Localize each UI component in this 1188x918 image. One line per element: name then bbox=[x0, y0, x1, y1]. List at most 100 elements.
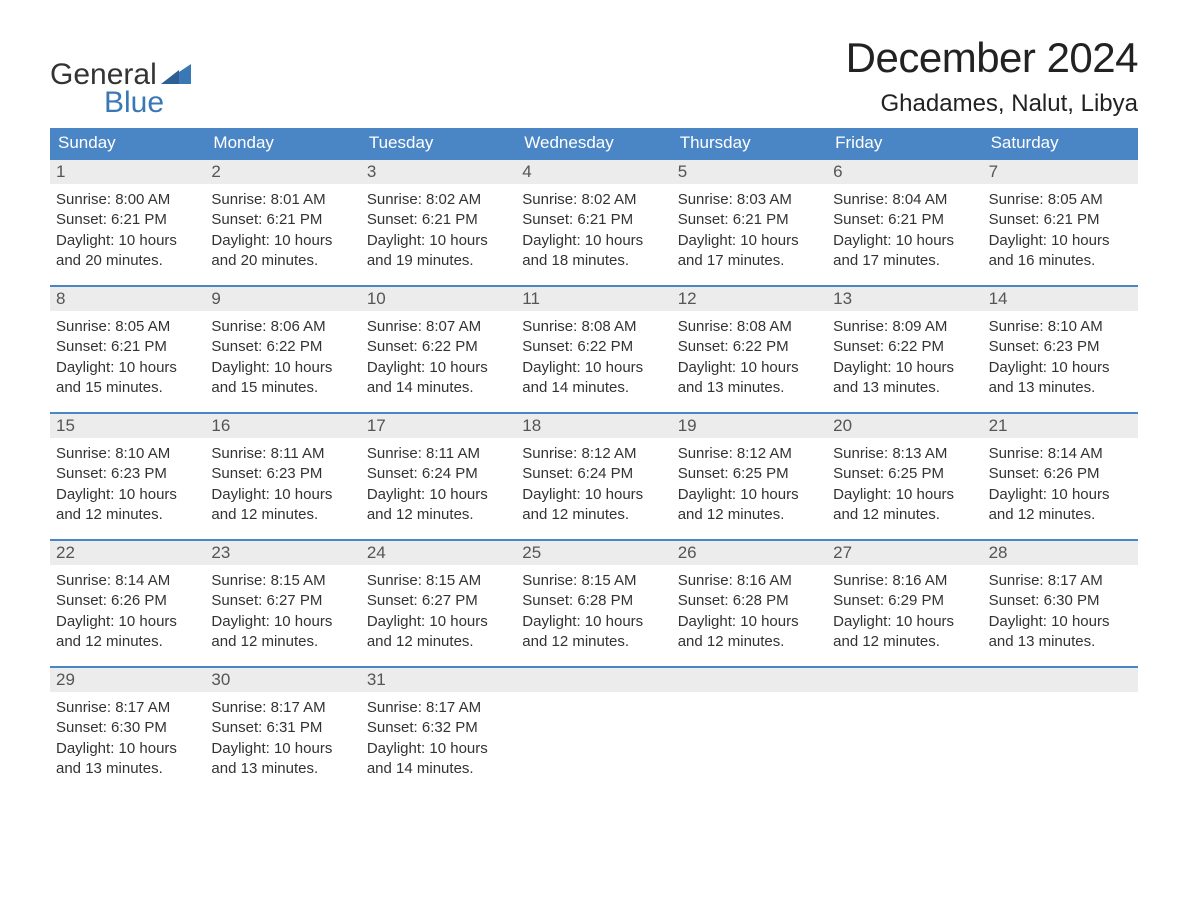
day-number: 7 bbox=[983, 160, 1138, 184]
brand-logo: General Blue bbox=[50, 58, 191, 120]
sunset-text: Sunset: 6:28 PM bbox=[522, 591, 665, 611]
day-number: 17 bbox=[361, 414, 516, 438]
sunrise-text: Sunrise: 8:01 AM bbox=[211, 190, 354, 210]
sunset-text: Sunset: 6:23 PM bbox=[56, 464, 199, 484]
day-number: 20 bbox=[827, 414, 982, 438]
sunset-text: Sunset: 6:23 PM bbox=[211, 464, 354, 484]
weekday-header: Saturday bbox=[983, 128, 1138, 158]
day-number: 18 bbox=[516, 414, 671, 438]
weekday-header: Monday bbox=[205, 128, 360, 158]
day-number: 31 bbox=[361, 668, 516, 692]
location-text: Ghadames, Nalut, Libya bbox=[846, 90, 1138, 118]
day-cell: Sunrise: 8:00 AMSunset: 6:21 PMDaylight:… bbox=[50, 184, 205, 271]
sunrise-text: Sunrise: 8:10 AM bbox=[989, 317, 1132, 337]
day-cell: Sunrise: 8:15 AMSunset: 6:28 PMDaylight:… bbox=[516, 565, 671, 652]
day-cell: Sunrise: 8:08 AMSunset: 6:22 PMDaylight:… bbox=[672, 311, 827, 398]
sunset-text: Sunset: 6:27 PM bbox=[367, 591, 510, 611]
sunrise-text: Sunrise: 8:08 AM bbox=[522, 317, 665, 337]
daylight-text: Daylight: 10 hours and 16 minutes. bbox=[989, 231, 1132, 272]
sunrise-text: Sunrise: 8:14 AM bbox=[989, 444, 1132, 464]
sunrise-text: Sunrise: 8:15 AM bbox=[211, 571, 354, 591]
sunset-text: Sunset: 6:28 PM bbox=[678, 591, 821, 611]
daylight-text: Daylight: 10 hours and 12 minutes. bbox=[678, 485, 821, 526]
sunrise-text: Sunrise: 8:10 AM bbox=[56, 444, 199, 464]
day-number: 26 bbox=[672, 541, 827, 565]
weekday-header-row: Sunday Monday Tuesday Wednesday Thursday… bbox=[50, 128, 1138, 158]
sunrise-text: Sunrise: 8:17 AM bbox=[367, 698, 510, 718]
day-number: 9 bbox=[205, 287, 360, 311]
sunset-text: Sunset: 6:27 PM bbox=[211, 591, 354, 611]
day-cell: Sunrise: 8:16 AMSunset: 6:29 PMDaylight:… bbox=[827, 565, 982, 652]
day-cell: Sunrise: 8:05 AMSunset: 6:21 PMDaylight:… bbox=[50, 311, 205, 398]
sunset-text: Sunset: 6:21 PM bbox=[522, 210, 665, 230]
sunrise-text: Sunrise: 8:17 AM bbox=[989, 571, 1132, 591]
sunset-text: Sunset: 6:21 PM bbox=[678, 210, 821, 230]
day-cell: Sunrise: 8:03 AMSunset: 6:21 PMDaylight:… bbox=[672, 184, 827, 271]
daylight-text: Daylight: 10 hours and 18 minutes. bbox=[522, 231, 665, 272]
daylight-text: Daylight: 10 hours and 13 minutes. bbox=[56, 739, 199, 780]
day-cell: Sunrise: 8:08 AMSunset: 6:22 PMDaylight:… bbox=[516, 311, 671, 398]
day-number: 3 bbox=[361, 160, 516, 184]
weekday-header: Friday bbox=[827, 128, 982, 158]
sunset-text: Sunset: 6:32 PM bbox=[367, 718, 510, 738]
day-number: 25 bbox=[516, 541, 671, 565]
day-number: 8 bbox=[50, 287, 205, 311]
sunset-text: Sunset: 6:22 PM bbox=[833, 337, 976, 357]
daynum-row: 293031 bbox=[50, 666, 1138, 692]
sunset-text: Sunset: 6:29 PM bbox=[833, 591, 976, 611]
sunset-text: Sunset: 6:24 PM bbox=[522, 464, 665, 484]
sunrise-text: Sunrise: 8:02 AM bbox=[522, 190, 665, 210]
daylight-text: Daylight: 10 hours and 12 minutes. bbox=[211, 485, 354, 526]
calendar: Sunday Monday Tuesday Wednesday Thursday… bbox=[50, 128, 1138, 779]
day-cell: Sunrise: 8:16 AMSunset: 6:28 PMDaylight:… bbox=[672, 565, 827, 652]
sunrise-text: Sunrise: 8:04 AM bbox=[833, 190, 976, 210]
sunset-text: Sunset: 6:22 PM bbox=[211, 337, 354, 357]
day-cell: Sunrise: 8:11 AMSunset: 6:24 PMDaylight:… bbox=[361, 438, 516, 525]
flag-icon bbox=[161, 58, 191, 92]
daylight-text: Daylight: 10 hours and 12 minutes. bbox=[56, 485, 199, 526]
day-cell: Sunrise: 8:14 AMSunset: 6:26 PMDaylight:… bbox=[50, 565, 205, 652]
day-cell: Sunrise: 8:09 AMSunset: 6:22 PMDaylight:… bbox=[827, 311, 982, 398]
sunset-text: Sunset: 6:25 PM bbox=[678, 464, 821, 484]
sunrise-text: Sunrise: 8:16 AM bbox=[678, 571, 821, 591]
day-number bbox=[516, 668, 671, 692]
sunset-text: Sunset: 6:30 PM bbox=[56, 718, 199, 738]
daylight-text: Daylight: 10 hours and 12 minutes. bbox=[522, 612, 665, 653]
sunrise-text: Sunrise: 8:15 AM bbox=[367, 571, 510, 591]
daylight-text: Daylight: 10 hours and 12 minutes. bbox=[56, 612, 199, 653]
day-cell bbox=[983, 692, 1138, 779]
sunrise-text: Sunrise: 8:14 AM bbox=[56, 571, 199, 591]
daylight-text: Daylight: 10 hours and 13 minutes. bbox=[833, 358, 976, 399]
day-number bbox=[672, 668, 827, 692]
sunset-text: Sunset: 6:26 PM bbox=[989, 464, 1132, 484]
header: General Blue December 2024 Ghadames, Nal… bbox=[50, 28, 1138, 120]
weekday-header: Wednesday bbox=[516, 128, 671, 158]
daylight-text: Daylight: 10 hours and 12 minutes. bbox=[833, 612, 976, 653]
day-number: 1 bbox=[50, 160, 205, 184]
day-cell: Sunrise: 8:02 AMSunset: 6:21 PMDaylight:… bbox=[516, 184, 671, 271]
calendar-week: 891011121314Sunrise: 8:05 AMSunset: 6:21… bbox=[50, 285, 1138, 398]
calendar-week: 293031Sunrise: 8:17 AMSunset: 6:30 PMDay… bbox=[50, 666, 1138, 779]
day-cell bbox=[827, 692, 982, 779]
day-number: 30 bbox=[205, 668, 360, 692]
daylight-text: Daylight: 10 hours and 12 minutes. bbox=[211, 612, 354, 653]
daylight-text: Daylight: 10 hours and 13 minutes. bbox=[989, 612, 1132, 653]
day-number: 15 bbox=[50, 414, 205, 438]
title-block: December 2024 Ghadames, Nalut, Libya bbox=[846, 34, 1138, 118]
day-cell: Sunrise: 8:11 AMSunset: 6:23 PMDaylight:… bbox=[205, 438, 360, 525]
day-cell: Sunrise: 8:17 AMSunset: 6:31 PMDaylight:… bbox=[205, 692, 360, 779]
sunset-text: Sunset: 6:21 PM bbox=[833, 210, 976, 230]
day-number: 12 bbox=[672, 287, 827, 311]
day-cell: Sunrise: 8:15 AMSunset: 6:27 PMDaylight:… bbox=[361, 565, 516, 652]
sunset-text: Sunset: 6:25 PM bbox=[833, 464, 976, 484]
daylight-text: Daylight: 10 hours and 14 minutes. bbox=[367, 358, 510, 399]
daylight-text: Daylight: 10 hours and 15 minutes. bbox=[56, 358, 199, 399]
daylight-text: Daylight: 10 hours and 14 minutes. bbox=[522, 358, 665, 399]
day-number: 11 bbox=[516, 287, 671, 311]
day-cell: Sunrise: 8:05 AMSunset: 6:21 PMDaylight:… bbox=[983, 184, 1138, 271]
sunrise-text: Sunrise: 8:09 AM bbox=[833, 317, 976, 337]
sunset-text: Sunset: 6:21 PM bbox=[989, 210, 1132, 230]
day-cell: Sunrise: 8:10 AMSunset: 6:23 PMDaylight:… bbox=[50, 438, 205, 525]
day-cell: Sunrise: 8:17 AMSunset: 6:30 PMDaylight:… bbox=[983, 565, 1138, 652]
day-cell: Sunrise: 8:17 AMSunset: 6:30 PMDaylight:… bbox=[50, 692, 205, 779]
